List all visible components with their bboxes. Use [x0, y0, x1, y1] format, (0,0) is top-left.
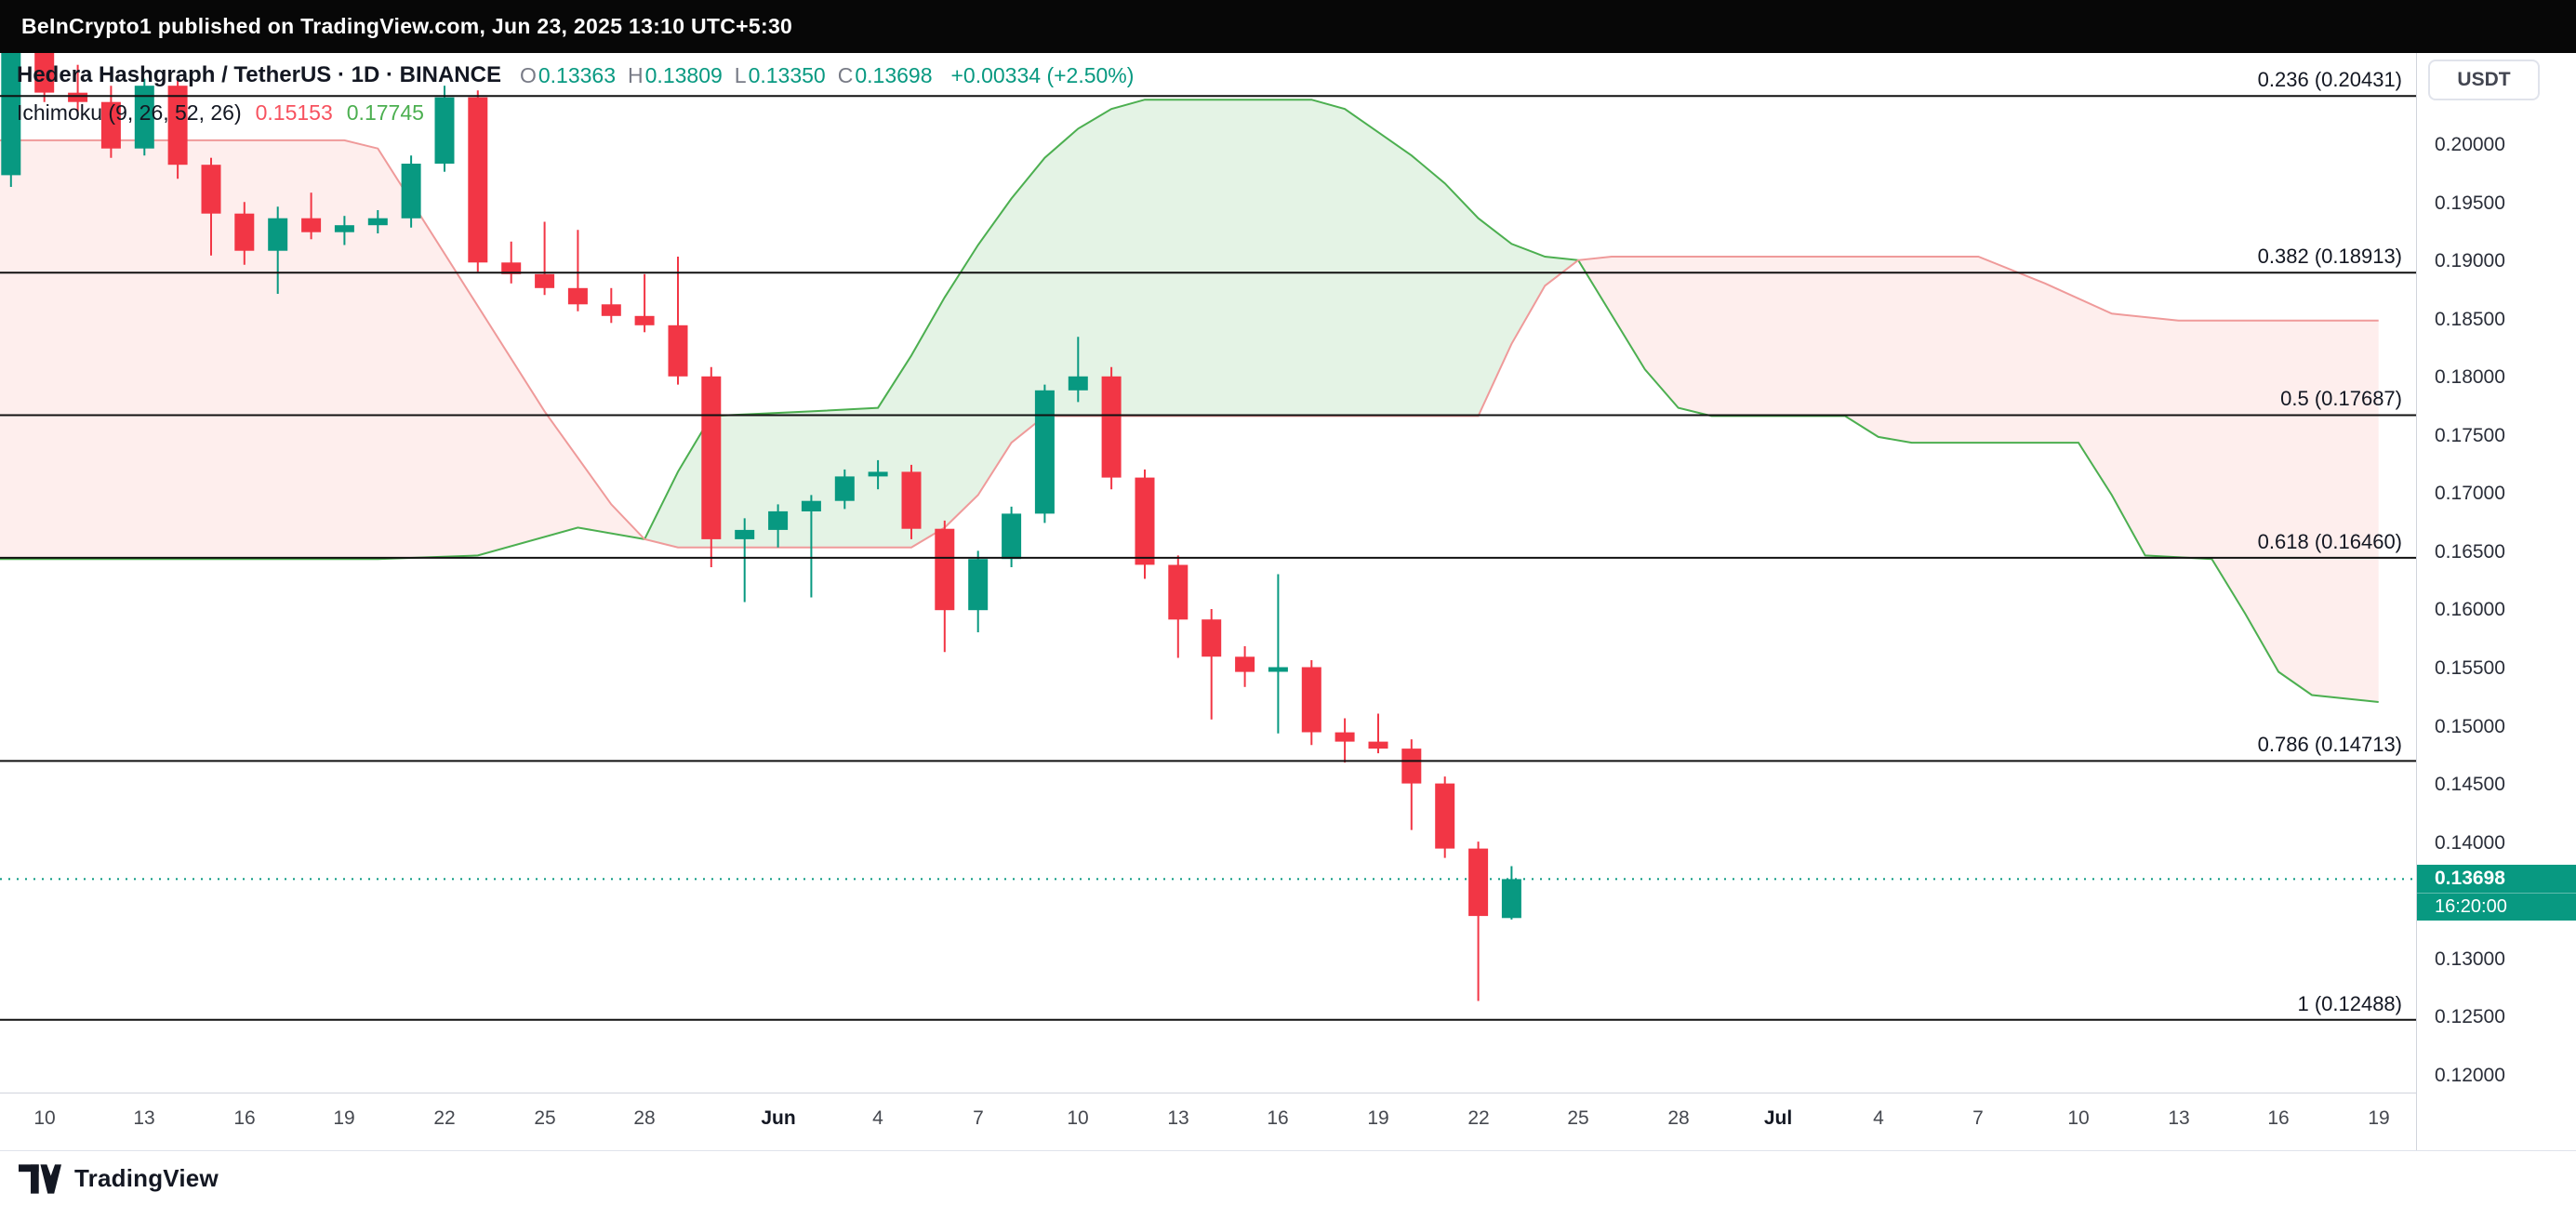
time-axis-label: 28: [633, 1107, 656, 1129]
low-value: 0.13350: [748, 62, 826, 87]
time-axis-label: 25: [1567, 1107, 1589, 1129]
price-axis-label: 0.15500: [2435, 657, 2505, 679]
close-value: 0.13698: [855, 62, 933, 87]
time-axis-label: 7: [1972, 1107, 1984, 1129]
tradingview-link[interactable]: TradingView: [19, 1163, 219, 1194]
change-value: +0.00334 (+2.50%): [950, 62, 1135, 87]
time-axis-label: 7: [973, 1107, 984, 1129]
price-axis-label: 0.12000: [2435, 1065, 2505, 1086]
price-axis-label: 0.18500: [2435, 309, 2505, 330]
high-label: H: [628, 62, 644, 87]
price-axis-label: 0.13000: [2435, 948, 2505, 970]
bar-countdown-timer: 16:20:00: [2435, 896, 2507, 917]
price-axis-label: 0.16500: [2435, 541, 2505, 563]
footer-bar: TradingView: [0, 1150, 2576, 1206]
price-axis-label: 0.18000: [2435, 366, 2505, 388]
price-axis-label: 0.17000: [2435, 483, 2505, 504]
indicator-value-2: 0.17745: [346, 99, 424, 125]
high-value: 0.13809: [644, 62, 723, 87]
time-axis-label: 19: [333, 1107, 355, 1129]
price-axis-label: 0.15000: [2435, 716, 2505, 737]
time-axis-label: 10: [1067, 1107, 1089, 1129]
time-axis-label: 13: [1167, 1107, 1189, 1129]
chart-legend: Hedera Hashgraph / TetherUS · 1D · BINAN…: [17, 58, 1134, 127]
attribution-text: BeInCrypto1 published on TradingView.com…: [21, 14, 793, 38]
time-axis-label: Jul: [1763, 1107, 1793, 1129]
price-axis-label: 0.17500: [2435, 425, 2505, 446]
time-axis-label: 16: [2267, 1107, 2290, 1129]
time-axis-label: 19: [1367, 1107, 1389, 1129]
price-axis[interactable]: USDT 0.20000 0.19500 0.19000 0.18500 0.18000…: [2416, 53, 2576, 1150]
price-axis-label: 0.14000: [2435, 832, 2505, 854]
time-axis-label: 10: [2067, 1107, 2090, 1129]
time-axis[interactable]: 10 13 16 19 22 25 28 Jun 4 7 10 13 16 19 22 25 28 Jul 4 7 10…: [0, 1093, 2416, 1151]
price-axis-label: 0.16000: [2435, 599, 2505, 620]
symbol-title[interactable]: Hedera Hashgraph / TetherUS · 1D · BINAN…: [17, 62, 501, 87]
time-axis-label: 25: [534, 1107, 556, 1129]
open-label: O: [519, 62, 537, 87]
time-axis-label: 4: [872, 1107, 883, 1129]
time-axis-label: 28: [1667, 1107, 1690, 1129]
price-axis-label: 0.12500: [2435, 1006, 2505, 1027]
indicator-row: Ichimoku (9, 26, 52, 26) 0.15153 0.17745: [17, 98, 1134, 127]
price-axis-label: 0.14500: [2435, 774, 2505, 795]
time-axis-label: 10: [33, 1107, 56, 1129]
price-axis-label: 0.19500: [2435, 192, 2505, 214]
currency-toggle-button[interactable]: USDT: [2428, 60, 2540, 100]
price-axis-label: 0.20000: [2435, 134, 2505, 155]
low-label: L: [734, 62, 747, 87]
time-axis-label: 22: [433, 1107, 456, 1129]
ohlc-values: O 0.13363 H 0.13809 L 0.13350 C 0.13698: [520, 63, 933, 88]
attribution-bar: BeInCrypto1 published on TradingView.com…: [0, 0, 2576, 53]
time-axis-label: 16: [233, 1107, 256, 1129]
symbol-row: Hedera Hashgraph / TetherUS · 1D · BINAN…: [17, 58, 1134, 93]
tradingview-wordmark: TradingView: [74, 1164, 219, 1192]
price-axis-label: 0.19000: [2435, 250, 2505, 272]
tradingview-logo-icon: [19, 1163, 61, 1194]
time-axis-label: 13: [133, 1107, 155, 1129]
time-axis-label: 4: [1873, 1107, 1884, 1129]
time-axis-label: 13: [2168, 1107, 2190, 1129]
time-axis-label: 22: [1467, 1107, 1490, 1129]
time-axis-label: 16: [1267, 1107, 1289, 1129]
last-price-badge: 0.13698 16:20:00: [2417, 865, 2576, 921]
time-axis-label: Jun: [761, 1107, 796, 1129]
last-price-value: 0.13698: [2417, 865, 2576, 894]
time-axis-label: 19: [2368, 1107, 2390, 1129]
open-value: 0.13363: [538, 62, 617, 87]
indicator-title[interactable]: Ichimoku (9, 26, 52, 26): [17, 99, 242, 125]
close-label: C: [837, 62, 854, 87]
indicator-value-1: 0.15153: [255, 99, 333, 125]
